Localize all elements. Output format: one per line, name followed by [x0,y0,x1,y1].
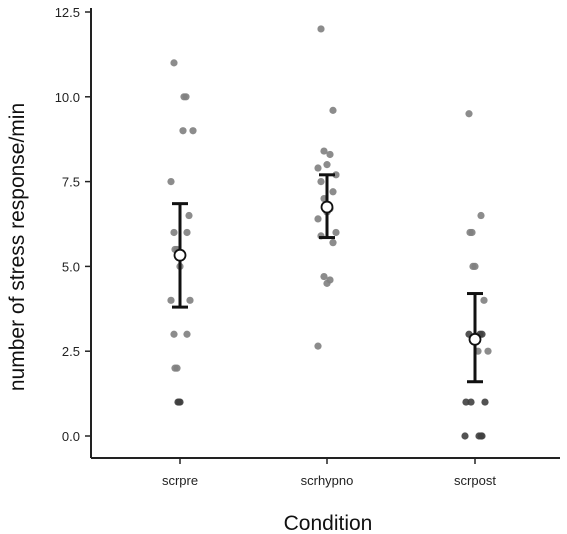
data-point [465,110,473,118]
y-tick-label: 0.0 [62,429,80,444]
data-point [326,150,334,159]
data-point [167,296,175,304]
data-point [329,106,337,114]
data-point [189,127,197,135]
y-axis-ticks: 0.0 2.5 5.0 7.5 10.0 12.5 [55,5,91,444]
data-point [170,228,178,237]
y-tick-label: 10.0 [55,90,80,105]
data-point [183,330,191,338]
data-point [480,296,488,304]
y-tick-label: 5.0 [62,259,80,274]
data-point [332,228,340,237]
data-point [469,262,477,270]
data-point [320,272,328,281]
data-point [481,398,489,406]
data-point [317,178,325,186]
data-point [314,342,322,350]
data-point [183,228,191,237]
data-point [461,432,469,440]
data-point [462,398,470,406]
y-tick-label: 2.5 [62,344,80,359]
data-point [180,93,188,101]
data-point [332,171,340,179]
data-point [323,161,331,169]
data-point [179,127,187,135]
data-point [314,215,322,223]
data-point [186,296,194,304]
data-point [484,347,492,355]
data-point [466,228,474,237]
data-point [317,25,325,33]
data-point [320,147,328,155]
data-point [167,178,175,186]
y-axis-title: number of stress response/min [6,103,29,391]
data-point [171,364,179,372]
x-axis-ticks: scrpre scrhypno scrpost [162,458,496,488]
data-point [170,330,178,338]
data-point [467,398,475,406]
data-point [329,188,337,196]
data-point [175,398,183,406]
plot-area [167,25,492,440]
data-point [329,239,337,247]
data-point [477,211,485,220]
data-point [478,432,486,440]
x-axis-title: Condition [284,512,373,534]
mean-marker [320,200,334,214]
data-point [185,211,193,220]
mean-marker [468,332,482,346]
data-point [323,279,331,287]
x-tick-label-scrpost: scrpost [454,473,496,488]
data-point [314,164,322,172]
mean-marker [173,248,187,262]
y-tick-label: 7.5 [62,175,80,190]
x-tick-label-scrpre: scrpre [162,473,198,488]
data-point [170,59,178,67]
x-tick-label-scrhypno: scrhypno [301,473,354,488]
y-tick-label: 12.5 [55,5,80,20]
